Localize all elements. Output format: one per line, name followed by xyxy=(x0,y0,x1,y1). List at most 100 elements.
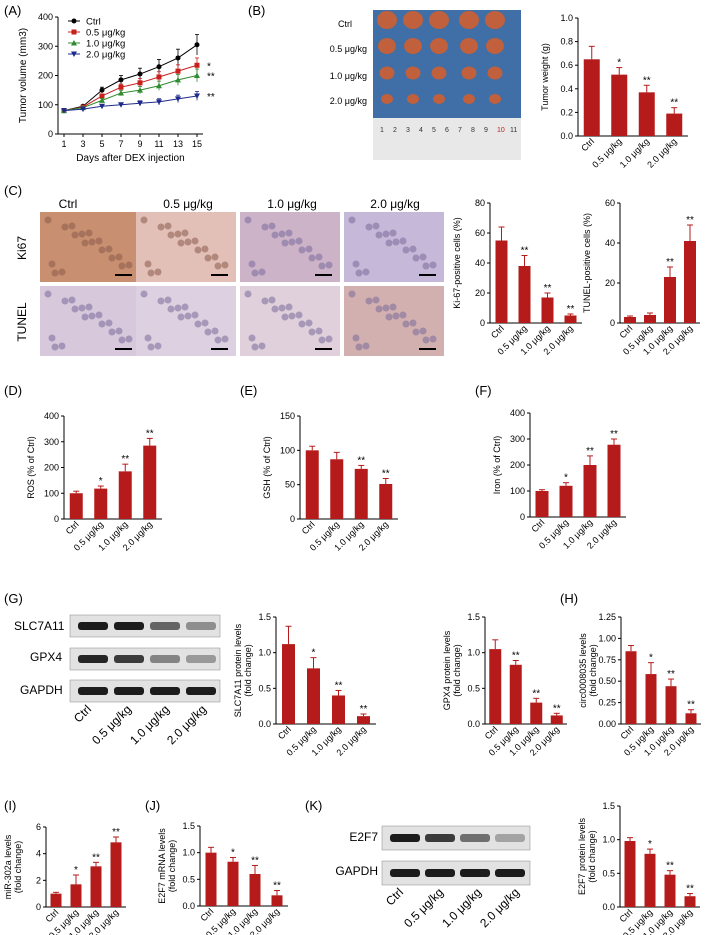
bar xyxy=(638,92,655,136)
y-tick-label: 100 xyxy=(44,488,59,498)
y-tick-label: 0.75 xyxy=(598,655,616,665)
ihc-nucleus xyxy=(68,222,76,230)
significance-mark: ** xyxy=(207,92,215,103)
y-tick-label: 0.8 xyxy=(560,37,573,47)
series-line xyxy=(63,95,198,112)
ihc-nucleus xyxy=(308,254,316,262)
ihc-nucleus xyxy=(258,268,266,276)
y-tick-label: 0.5 xyxy=(467,683,480,693)
ruler-number: 11 xyxy=(510,127,517,134)
tumor-sample xyxy=(407,94,419,104)
significance-mark: * xyxy=(231,847,235,858)
ihc-nucleus xyxy=(248,260,256,268)
blot-g-label-gapdh: GAPDH xyxy=(20,683,63,697)
ihc-nucleus xyxy=(385,313,393,321)
ihc-nucleus xyxy=(389,229,397,237)
significance-mark: ** xyxy=(207,72,215,83)
significance-mark: ** xyxy=(586,446,594,457)
ruler-number: 6 xyxy=(445,127,449,134)
series-2: ** 1.0 μg/kg xyxy=(61,39,215,114)
y-axis-label-line: (fold change) xyxy=(587,830,597,883)
marker-square xyxy=(118,84,124,90)
blot-k-label-gapdh: GAPDH xyxy=(335,864,378,878)
ihc-nucleus xyxy=(295,311,303,319)
x-tick-label: Ctrl xyxy=(483,724,500,741)
bar xyxy=(664,874,676,907)
ihc-nucleus xyxy=(382,230,390,238)
ihc-nucleus xyxy=(352,334,360,342)
y-tick-label: 40 xyxy=(475,258,485,268)
marker-triangle xyxy=(71,40,77,46)
ihc-nucleus xyxy=(78,230,86,238)
y-axis-label-line: E2F7 protein levels xyxy=(577,817,587,895)
bar xyxy=(564,315,577,323)
blot-band xyxy=(460,834,490,842)
ihc-nucleus xyxy=(382,304,390,312)
marker-down-triangle xyxy=(99,103,105,110)
ihc-nucleus xyxy=(392,238,400,246)
legend-label: 1.0 μg/kg xyxy=(86,39,125,50)
bar xyxy=(249,874,261,906)
y-tick-label: 40 xyxy=(605,238,615,248)
significance-mark: ** xyxy=(544,283,552,294)
chart-g2: 0.0 0.5 1.0 1.5 GPX4 protein levels(fold cha… xyxy=(442,612,567,758)
ihc-nucleus xyxy=(281,313,289,321)
ihc-nucleus xyxy=(167,305,175,313)
marker-circle xyxy=(137,71,143,77)
ihc-nucleus xyxy=(85,303,93,311)
ihc-nucleus xyxy=(285,303,293,311)
significance-mark: ** xyxy=(521,246,529,257)
ihc-nucleus xyxy=(261,223,269,231)
significance-mark: ** xyxy=(610,429,618,440)
significance-mark: ** xyxy=(335,680,343,691)
bar xyxy=(495,240,508,323)
ihc-nucleus xyxy=(375,305,383,313)
blot-k-lane-2-0: 2.0 μg/kg xyxy=(477,885,522,930)
bar xyxy=(644,315,656,323)
y-tick-label: 80 xyxy=(475,198,485,208)
blot-g-label-gpx4: GPX4 xyxy=(30,650,62,664)
tumor-sample xyxy=(433,94,445,104)
ihc-nucleus xyxy=(402,320,410,328)
y-tick-label: 300 xyxy=(44,437,59,447)
ihc-nucleus xyxy=(95,237,103,245)
panel-label-e: (E) xyxy=(240,383,257,398)
y-axis-label: Tumor volume (mm3) xyxy=(18,28,29,123)
ihc-nucleus xyxy=(271,231,279,239)
legend-label: 0.5 μg/kg xyxy=(86,28,125,39)
y-axis-label-line: circ0008035 levels xyxy=(578,633,588,708)
ihc-nucleus xyxy=(305,319,313,327)
panel-label-g: (G) xyxy=(4,591,23,606)
ihc-nucleus xyxy=(48,334,56,342)
x-tick-label: 13 xyxy=(173,139,183,149)
marker-down-triangle xyxy=(175,96,181,102)
ihc-nucleus xyxy=(48,260,56,268)
ihc-nucleus xyxy=(177,239,185,247)
ihc-col-label-1-0: 1.0 μg/kg xyxy=(267,197,317,211)
tumor-sample xyxy=(485,11,505,29)
ihc-nucleus xyxy=(248,334,256,342)
significance-mark: ** xyxy=(360,704,368,715)
ihc-nucleus xyxy=(375,231,383,239)
y-tick-label: 1.25 xyxy=(598,612,616,622)
marker-down-triangle xyxy=(194,93,200,99)
y-tick-label: 0 xyxy=(610,318,615,328)
x-tick-label: 1 xyxy=(61,139,66,149)
y-tick-label: 0.4 xyxy=(560,84,573,94)
x-tick-label: 9 xyxy=(137,139,142,149)
marker-square xyxy=(137,80,143,86)
ihc-nucleus xyxy=(44,216,52,224)
ihc-nucleus xyxy=(365,223,373,231)
ihc-nucleus xyxy=(348,290,356,298)
ruler-number: 4 xyxy=(419,127,423,134)
ihc-nucleus xyxy=(44,290,52,298)
bar xyxy=(684,241,696,323)
significance-mark: ** xyxy=(357,455,365,466)
y-tick-label: 0.5 xyxy=(602,868,615,878)
blot-band xyxy=(114,655,144,663)
ruler-number: 9 xyxy=(484,127,488,134)
ihc-nucleus xyxy=(251,269,259,277)
ihc-nucleus xyxy=(58,268,66,276)
chart-h: 0.00 0.25 0.50 0.75 1.00 1.25 circ0008035 leve… xyxy=(578,612,701,758)
